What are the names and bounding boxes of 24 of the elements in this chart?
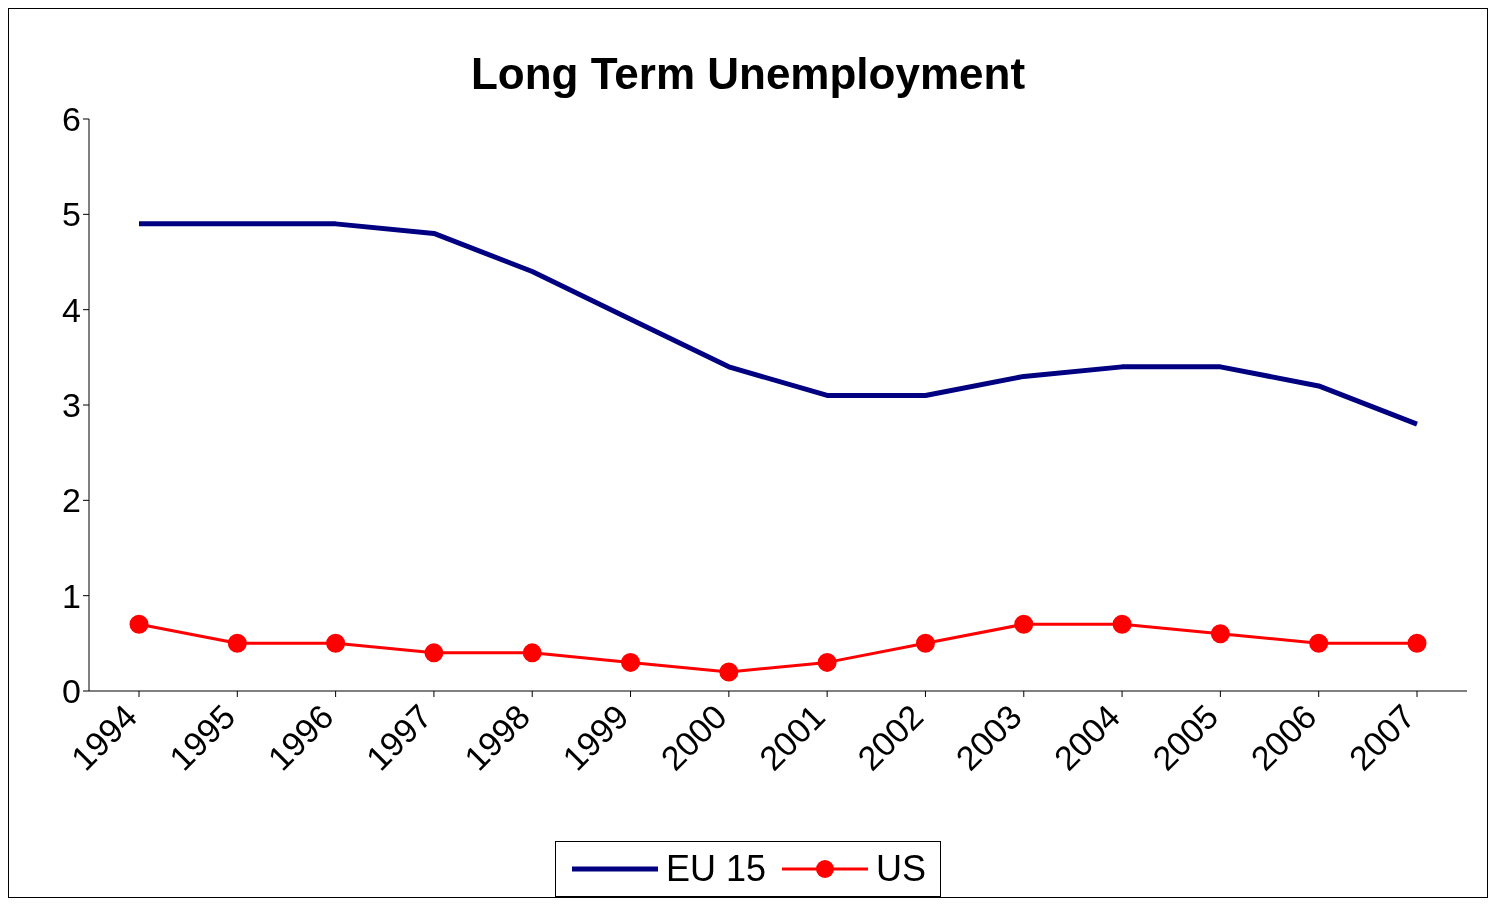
y-tick-label: 4 xyxy=(62,290,81,329)
point xyxy=(129,614,149,634)
point xyxy=(326,633,346,653)
point xyxy=(1407,633,1427,653)
point xyxy=(1112,614,1132,634)
chart-title: Long Term Unemployment xyxy=(469,49,1027,99)
y-tick-label: 5 xyxy=(62,195,81,234)
legend-label: EU 15 xyxy=(665,848,767,890)
y-tick-label: 3 xyxy=(62,386,81,425)
legend-label: US xyxy=(876,848,927,890)
point xyxy=(227,633,247,653)
point xyxy=(1210,624,1230,644)
point xyxy=(1309,633,1329,653)
y-tick-label: 1 xyxy=(62,576,81,615)
point xyxy=(621,652,641,672)
point xyxy=(522,643,542,663)
y-tick-label: 6 xyxy=(62,100,81,139)
point xyxy=(817,652,837,672)
point xyxy=(1014,614,1034,634)
y-tick-label: 2 xyxy=(62,481,81,520)
y-tick-label: 0 xyxy=(62,672,81,711)
point xyxy=(719,662,739,682)
point xyxy=(424,643,444,663)
point xyxy=(915,633,935,653)
